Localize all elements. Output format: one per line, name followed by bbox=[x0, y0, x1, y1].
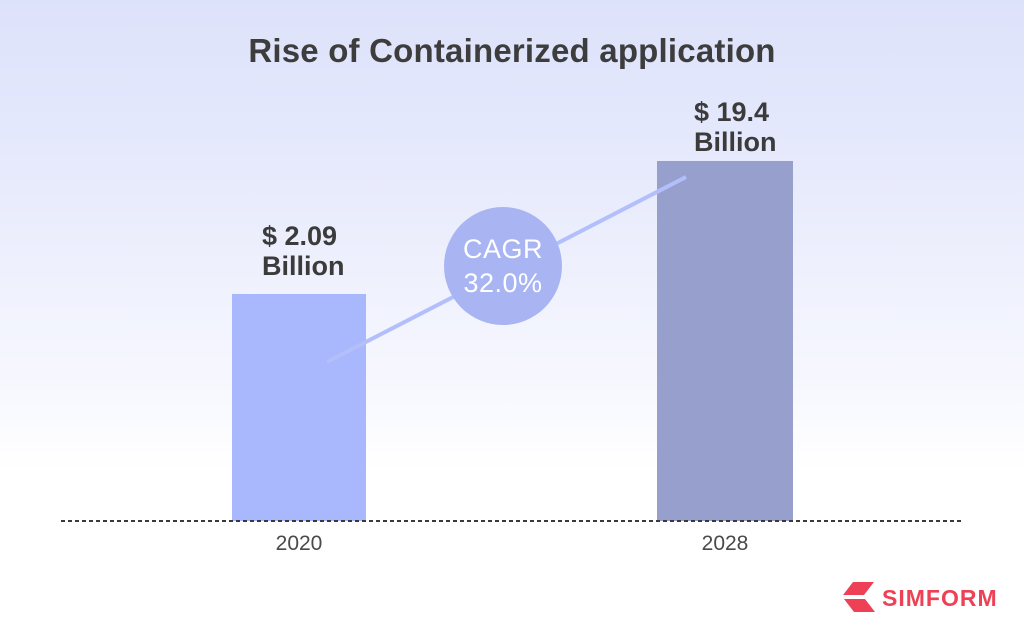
chart-title: Rise of Containerized application bbox=[248, 32, 776, 69]
value-label-2020-amount: $ 2.09 bbox=[262, 221, 338, 251]
cagr-label: CAGR bbox=[462, 234, 543, 264]
cagr-annotation-circle: CAGR 32.0% bbox=[444, 207, 562, 325]
x-axis-baseline bbox=[61, 520, 962, 522]
value-label-2020-unit: Billion bbox=[262, 251, 345, 281]
value-label-2028: $ 19.4 Billion bbox=[694, 97, 777, 157]
bar-2028 bbox=[657, 161, 793, 521]
x-axis-label-2028: 2028 bbox=[701, 532, 749, 555]
cagr-value: 32.0% bbox=[463, 268, 543, 298]
simform-logo: SIMFORM bbox=[843, 580, 998, 616]
value-label-2028-unit: Billion bbox=[694, 127, 777, 157]
x-axis-label-2020: 2020 bbox=[275, 532, 323, 555]
simform-logo-text: SIMFORM bbox=[882, 584, 998, 611]
simform-logo-icon bbox=[843, 580, 875, 616]
value-label-2028-amount: $ 19.4 bbox=[694, 97, 770, 127]
value-label-2020: $ 2.09 Billion bbox=[262, 221, 345, 281]
bar-2020 bbox=[232, 294, 366, 521]
